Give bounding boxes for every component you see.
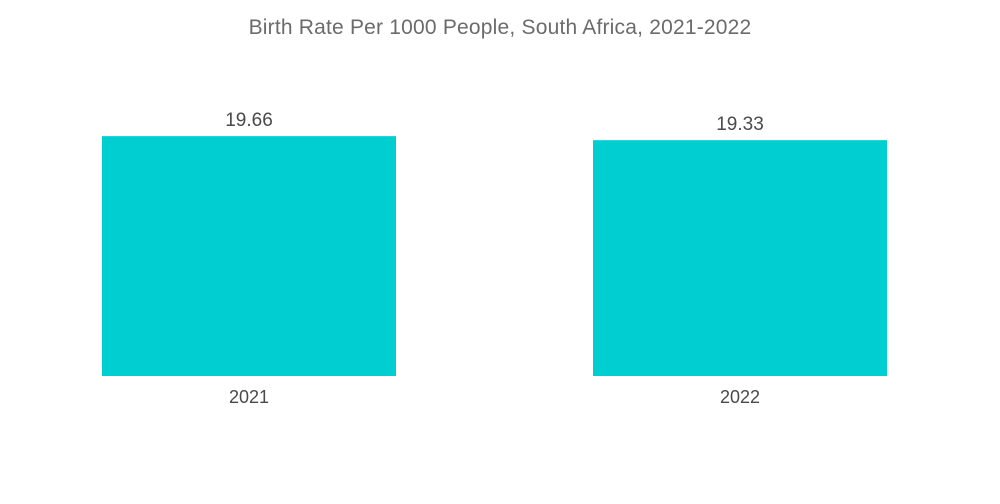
x-tick-label-2021: 2021	[229, 387, 269, 407]
bars-layer	[102, 136, 887, 376]
chart-title: Birth Rate Per 1000 People, South Africa…	[248, 16, 752, 39]
x-tick-label-2022: 2022	[720, 387, 760, 407]
bar-2022	[593, 140, 887, 376]
value-label-2022: 19.33	[716, 114, 764, 135]
labels-layer: 19.66 2021 19.33 2022	[225, 110, 764, 407]
value-label-2021: 19.66	[225, 110, 273, 131]
bar-2021	[102, 136, 396, 376]
